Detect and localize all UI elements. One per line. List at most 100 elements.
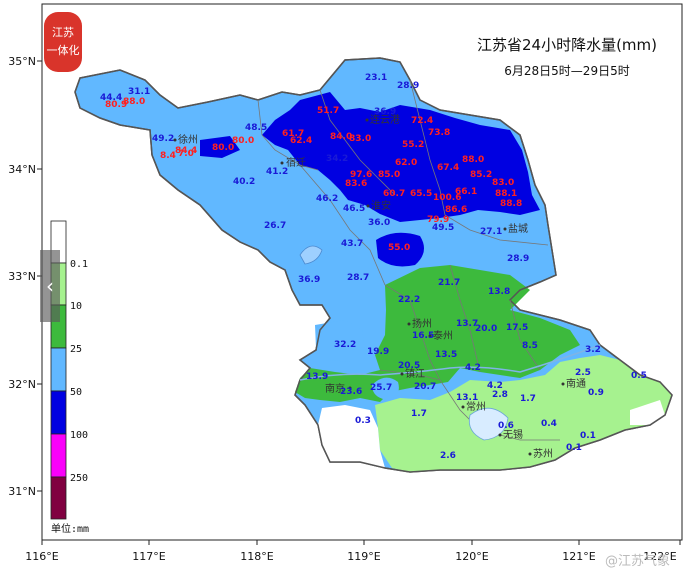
lat-label-0: 35°N [8,55,36,68]
lon-axis [41,540,681,545]
legend-label-3: 50 [70,387,82,398]
city-labels: 徐州 宿迁 连云港 淮安 盐城 扬州 泰州 南京 镇江 常州 无锡 苏州 南通 [173,113,586,460]
svg-text:85.2: 85.2 [470,170,492,180]
station-value: 4.2 [487,381,503,391]
station-value: 17.5 [506,323,528,333]
station-value: 100.6 [433,193,461,203]
lat-label-1: 34°N [8,163,36,176]
station-value: 16.5 [412,331,434,341]
station-value: 55.0 [388,243,410,253]
legend-label-0: 0.1 [70,259,88,270]
svg-text:80.0: 80.0 [212,143,234,153]
station-value: 1.7 [520,394,536,404]
station-value: 26.7 [264,221,286,231]
svg-text:88.1: 88.1 [495,189,517,199]
city-lianyungang: 连云港 [370,113,400,126]
station-value: 13.1 [456,393,478,403]
svg-text:一体化: 一体化 [47,43,80,57]
city-zhenjiang: 镇江 [405,367,425,380]
no-rain-southwest [318,405,385,468]
station-value: 4.2 [465,363,481,373]
legend-label-1: 10 [70,301,82,312]
previous-image-button[interactable]: ‹ [40,250,60,322]
heavy-rain-north [262,92,540,222]
station-value: 13.7 [456,319,478,329]
station-value: 36.9 [374,107,396,117]
station-value: 19.9 [367,347,389,357]
logo-seal: 江苏 一体化 [44,12,82,72]
svg-text:62.4: 62.4 [290,136,312,146]
station-value: 79.9 [427,215,449,225]
legend-swatch-5 [50,433,67,478]
station-value: 34.2 [326,154,348,164]
city-yancheng: 盐城 [508,222,528,235]
station-value: 0.1 [566,443,582,453]
hongze-lake [299,245,323,265]
station-value: 0.1 [580,431,596,441]
station-value: 20.0 [475,324,497,334]
city-nanjing: 南京 [325,382,345,395]
station-value: 20.5 [398,361,420,371]
map-subtitle: 6月28日5时—29日5时 [504,64,629,78]
legend-swatch-6 [50,476,67,520]
chevron-left-icon: ‹ [46,274,54,298]
moderate-rain-southwest [315,320,365,362]
lon-label-2: 118°E [240,550,273,563]
light-rain-south [375,355,672,472]
heavy-rain-huaian [376,232,424,267]
station-value: 41.2 [266,167,288,177]
svg-text:88.8: 88.8 [500,199,522,209]
station-value: 62.0 [395,158,417,168]
station-value: 2.6 [440,451,456,461]
lon-label-3: 119°E [347,550,380,563]
station-value: 60.7 [383,189,405,199]
svg-text:84.0: 84.0 [330,132,352,142]
legend-swatch-4 [50,390,67,435]
station-value: 22.2 [398,295,420,305]
station-value: 83.0 [492,178,514,188]
station-value: 25.7 [370,383,392,393]
station-value: 21.7 [438,278,460,288]
station-value: 49.2 [152,134,174,144]
taihu-lake [468,407,509,441]
svg-text:80.0: 80.0 [232,136,254,146]
station-value: 36.9 [298,275,320,285]
station-value: 46.2 [316,194,338,204]
heavy-rain-suqian [335,165,372,192]
station-value: 48.5 [245,123,267,133]
station-value: 13.9 [306,372,328,382]
legend-swatch-3 [50,347,67,392]
lat-label-4: 31°N [8,485,36,498]
legend-unit: 单位:mm [51,522,89,535]
station-value: 2.8 [492,390,508,400]
city-taizhou: 泰州 [433,329,453,342]
legend-label-2: 25 [70,344,82,355]
station-value: 28.9 [397,81,419,91]
station-value: 43.7 [341,239,363,249]
watermark: @江苏气象 [605,553,670,569]
legend-label-4: 100 [70,430,88,441]
station-value: 23.6 [340,387,362,397]
station-value: 27.1 [480,227,502,237]
svg-text:7.0: 7.0 [178,149,194,159]
svg-text:85.0: 85.0 [378,170,400,180]
station-value: 86.6 [445,205,467,215]
station-value: 13.8 [488,287,510,297]
station-value: 80.9 [105,100,127,110]
city-changzhou: 常州 [466,400,486,413]
city-suqian: 宿迁 [286,156,306,169]
lon-label-6: 122°E [643,550,676,563]
station-value: 23.1 [365,73,387,83]
svg-text:73.8: 73.8 [428,128,450,138]
moderate-rain-central [295,265,580,402]
moderate-rain-nanjing [372,377,399,400]
svg-text:83.0: 83.0 [349,134,371,144]
station-value: 28.7 [347,273,369,283]
svg-text:66.1: 66.1 [455,187,477,197]
station-values-red: 80.9 88.0 51.7 79.9 55.0 60.7 55.2 67.4 … [105,97,522,253]
city-yangzhou: 扬州 [412,317,432,330]
city-nantong: 南通 [566,377,586,390]
station-value: 3.2 [585,345,601,355]
station-value: 36.0 [368,218,390,228]
